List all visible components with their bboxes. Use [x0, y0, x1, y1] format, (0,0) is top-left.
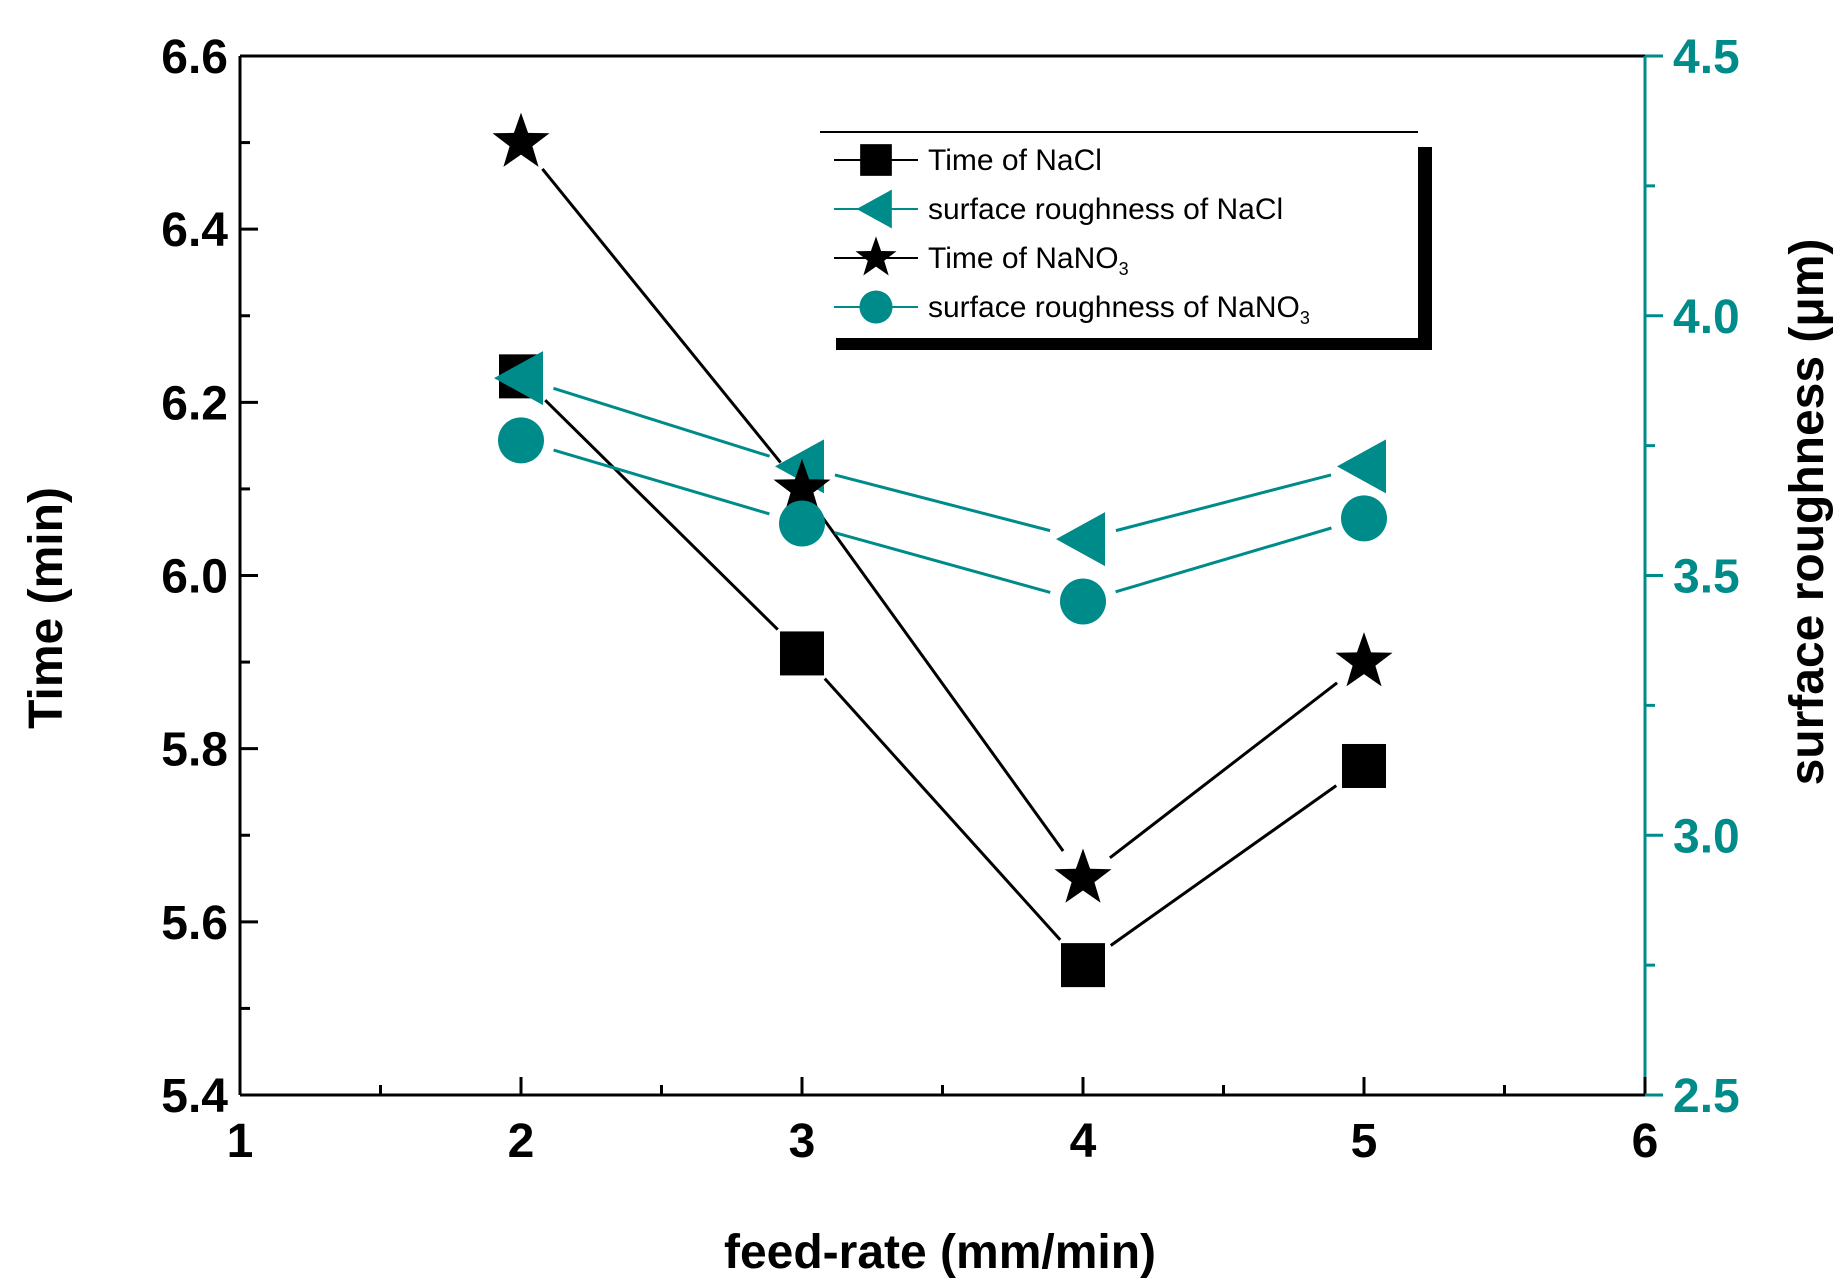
series-line-roughness-nacl	[552, 386, 771, 458]
x-tick-label: 4	[1070, 1115, 1097, 1168]
y2-tick-label: 3.5	[1673, 551, 1740, 604]
point-time-nano3	[1335, 632, 1393, 687]
legend-label-roughness-nano3: surface roughness of NaNO3	[928, 291, 1310, 328]
x-axis-title: feed-rate (mm/min)	[724, 1226, 1156, 1279]
y-tick-label: 5.6	[161, 897, 228, 950]
legend-marker-roughness-nacl	[856, 189, 892, 229]
x-tick-label: 3	[789, 1115, 816, 1168]
legend-label-time-nacl: Time of NaCl	[928, 144, 1102, 177]
legend-marker-time-nacl	[860, 144, 892, 176]
y2-tick-label: 3.0	[1673, 810, 1740, 863]
y-tick-label: 6.2	[161, 377, 228, 430]
y-tick-label: 6.0	[161, 551, 228, 604]
x-tick-label: 1	[227, 1115, 254, 1168]
series-line-time-nano3	[1109, 681, 1338, 859]
point-time-nacl	[1342, 743, 1386, 788]
x-tick-label: 6	[1632, 1115, 1659, 1168]
point-time-nacl	[780, 631, 824, 676]
legend-marker-roughness-nano3	[859, 290, 893, 324]
series-line-roughness-nano3	[1115, 526, 1332, 594]
point-time-nano3	[773, 458, 831, 514]
y2-tick-label: 2.5	[1673, 1070, 1740, 1123]
legend: Time of NaCl surface roughness of NaCl Tim…	[820, 131, 1432, 350]
legend-marker-time-nano3	[855, 236, 897, 276]
point-time-nacl	[1061, 943, 1105, 988]
series-line-roughness-nacl	[1115, 473, 1332, 533]
point-roughness-nacl	[1056, 512, 1105, 567]
legend-label-roughness-nacl: surface roughness of NaCl	[928, 193, 1283, 226]
x-tick-label: 2	[508, 1115, 535, 1168]
y-tick-label: 6.6	[161, 31, 228, 84]
point-roughness-nano3	[498, 417, 544, 464]
point-roughness-nacl	[1337, 439, 1386, 494]
point-roughness-nacl	[494, 351, 543, 406]
axes-layer: 1 2 3 4 5 6 5.4 5.6 5.8 6.0 6.2 6.4 6.6 2.5 3.0 3.5 4.0 4…	[161, 31, 1739, 1168]
series-line-time-nano3	[820, 515, 1065, 852]
point-roughness-nano3	[1341, 495, 1387, 542]
y-tick-label: 5.4	[161, 1070, 228, 1123]
series-line-time-nacl	[544, 399, 779, 631]
legend-label-time-nano3: Time of NaNO3	[928, 242, 1129, 279]
legend-entries: Time of NaCl surface roughness of NaCl Tim…	[834, 144, 1310, 328]
point-time-nano3	[492, 112, 550, 167]
series-line-time-nacl	[1109, 784, 1338, 947]
series-line-time-nacl	[823, 677, 1062, 941]
series-line-roughness-nano3	[553, 448, 770, 516]
series-line-time-nano3	[541, 168, 782, 464]
y-tick-label: 5.8	[161, 724, 228, 777]
series-line-roughness-nacl	[834, 473, 1051, 533]
x-tick-label: 5	[1351, 1115, 1378, 1168]
point-time-nano3	[1054, 848, 1112, 903]
y2-tick-label: 4.0	[1673, 291, 1740, 344]
point-roughness-nano3	[779, 500, 825, 547]
y-tick-label: 6.4	[161, 204, 228, 257]
series-line-roughness-nano3	[834, 531, 1051, 594]
series-layer	[492, 112, 1393, 988]
point-roughness-nano3	[1060, 578, 1106, 625]
y2-tick-label: 4.5	[1673, 31, 1740, 84]
y-axis-title: Time (min)	[20, 487, 73, 729]
y2-axis-title: surface roughness (μm)	[1781, 239, 1834, 786]
legend-box	[820, 132, 1418, 338]
